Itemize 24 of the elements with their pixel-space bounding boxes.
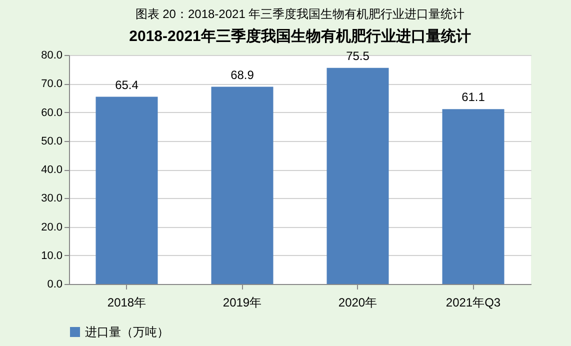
bar xyxy=(326,68,389,284)
chart-title: 图表 20：2018-2021 年三季度我国生物有机肥行业进口量统计 xyxy=(135,7,465,21)
y-tick-label: 0.0 xyxy=(47,278,62,290)
y-tick-label: 10.0 xyxy=(41,250,62,262)
data-label: 68.9 xyxy=(230,68,254,82)
y-tick-label: 70.0 xyxy=(41,78,62,90)
y-tick-label: 20.0 xyxy=(41,221,62,234)
bar xyxy=(211,86,274,284)
data-label: 75.5 xyxy=(346,48,370,63)
data-label: 65.4 xyxy=(115,78,139,92)
x-tick-label: 2021年Q3 xyxy=(446,296,501,310)
y-tick-label: 60.0 xyxy=(41,106,62,119)
legend-label: 进口量（万吨） xyxy=(85,325,169,339)
x-tick-label: 2020年 xyxy=(338,296,378,310)
chart-subtitle: 2018-2021年三季度我国生物有机肥行业进口量统计 xyxy=(129,27,471,45)
x-tick-label: 2019年 xyxy=(222,296,262,310)
y-tick-label: 40.0 xyxy=(41,164,62,176)
data-label: 61.1 xyxy=(462,90,486,104)
y-tick-label: 50.0 xyxy=(41,135,62,148)
bar xyxy=(96,96,158,284)
y-tick-label: 30.0 xyxy=(41,192,62,205)
y-tick-label: 80.0 xyxy=(41,50,62,62)
x-tick-label: 2018年 xyxy=(107,296,146,310)
bar xyxy=(442,109,504,284)
